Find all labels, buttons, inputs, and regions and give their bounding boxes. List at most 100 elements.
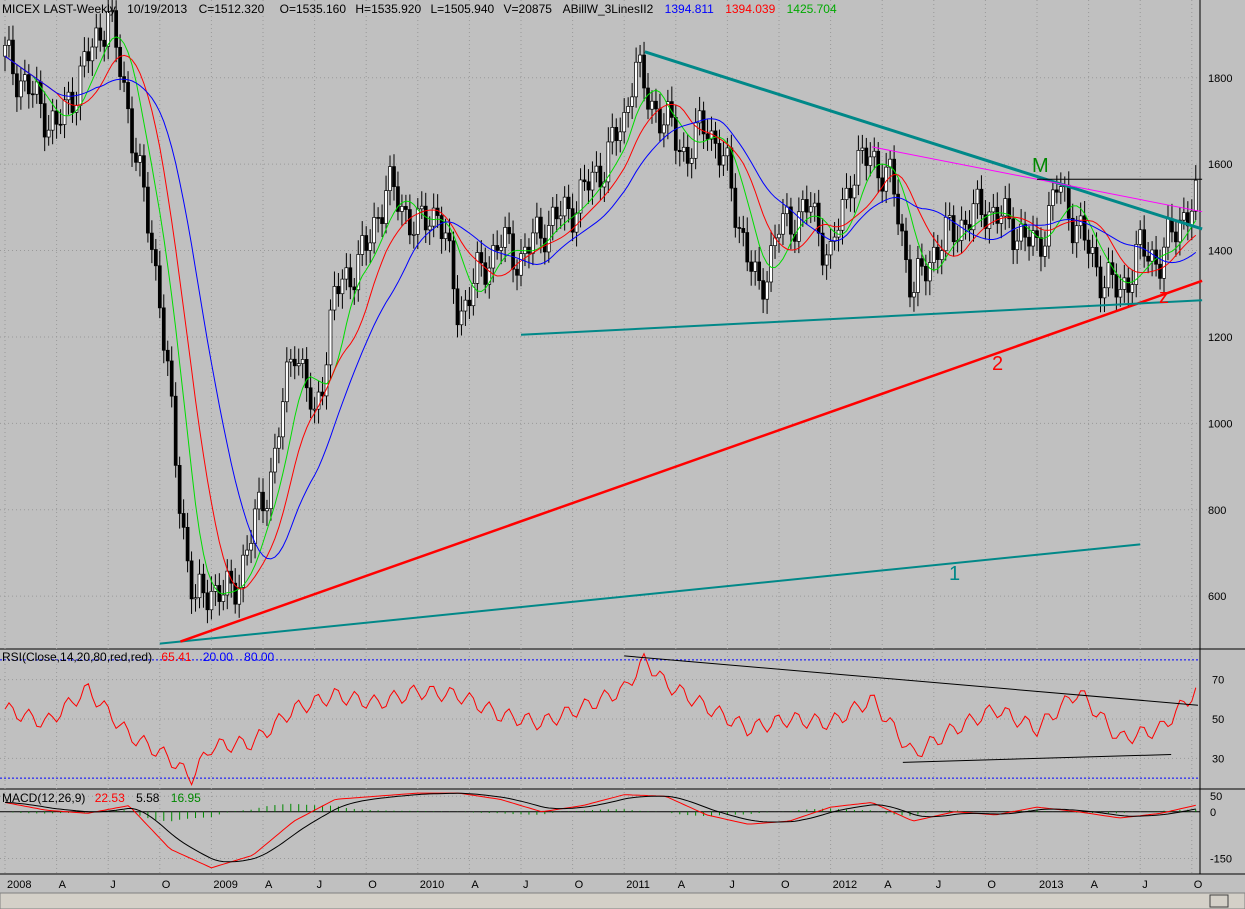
candle [999, 205, 1004, 239]
candle [316, 380, 321, 424]
candle [463, 289, 468, 326]
x-tick-label: J [317, 879, 323, 891]
x-tick-label: 2011 [626, 879, 650, 891]
candle [860, 134, 865, 164]
candle [1146, 242, 1150, 274]
candle [50, 98, 55, 145]
candle [110, 0, 115, 22]
candle [487, 256, 492, 299]
candle [146, 172, 150, 243]
x-tick-label: A [884, 879, 892, 891]
x-tick-label: A [678, 879, 686, 891]
close-value: C=1512.320 [199, 2, 265, 16]
candle [920, 243, 924, 276]
candle [1178, 207, 1182, 256]
candle [451, 231, 456, 304]
macd-label: MACD(12,26,9) [2, 791, 85, 805]
candle [1035, 217, 1039, 251]
candle [197, 559, 202, 609]
candle [1007, 183, 1012, 229]
candle [1070, 203, 1075, 254]
candle [753, 250, 758, 286]
candle [900, 214, 904, 247]
svg-text:MACD(12,26,9) 22.53 5.: MACD(12,26,9) 22.53 5.58 16.95 [2, 791, 201, 805]
candle [935, 234, 940, 274]
candle [1047, 191, 1051, 259]
candle [352, 278, 357, 305]
candle [963, 210, 968, 240]
candle [1174, 221, 1178, 257]
x-tick-label: 2009 [213, 879, 237, 891]
svg-text:MICEX LAST-Weekly 10/19/20: MICEX LAST-Weekly 10/19/2013 C=1512.320 … [2, 2, 837, 16]
candle [1086, 229, 1091, 269]
candle [1031, 215, 1035, 256]
candle [689, 148, 694, 179]
candle [161, 294, 166, 364]
candle [1082, 200, 1087, 251]
candle [642, 41, 646, 102]
candle [550, 197, 555, 241]
candle [471, 268, 476, 316]
candle [277, 427, 281, 464]
date-label: 10/19/2013 [127, 2, 187, 16]
candle [1162, 237, 1166, 294]
ma-fast-line [4, 36, 1197, 595]
candle [475, 241, 480, 299]
candle [924, 254, 928, 296]
candle [626, 97, 631, 128]
candle [54, 99, 59, 139]
candle [11, 25, 15, 86]
candle [812, 193, 817, 222]
candle [927, 250, 932, 296]
x-tick-label: A [265, 879, 273, 891]
candle [677, 139, 682, 167]
candle [404, 194, 408, 224]
candle [98, 13, 103, 52]
grid [0, 0, 1200, 874]
x-tick-label: O [368, 879, 377, 891]
candle [987, 202, 992, 244]
trendline [159, 543, 1141, 645]
candle [630, 83, 634, 119]
candle [983, 200, 988, 240]
candle [610, 113, 615, 155]
annotation-2: 2 [992, 353, 1003, 375]
x-tick-label: A [59, 879, 67, 891]
symbol-label: MICEX LAST-Weekly [2, 2, 116, 16]
candle [82, 37, 87, 78]
candle [94, 13, 99, 60]
candle [1054, 175, 1059, 204]
candle [951, 205, 956, 257]
candle [396, 171, 400, 221]
x-tick-label: 2010 [420, 879, 444, 891]
candle [507, 212, 511, 244]
rsi-high: 80.00 [244, 650, 274, 664]
candle [527, 238, 531, 269]
candle [130, 96, 134, 167]
candle [3, 36, 7, 72]
candle [304, 347, 309, 402]
rsi-trendline [624, 655, 1199, 706]
candle [662, 113, 666, 148]
candle [102, 30, 107, 62]
horizontal-scrollbar[interactable] [0, 892, 1245, 909]
candle [1003, 185, 1008, 230]
candle [237, 574, 242, 618]
candle [328, 299, 333, 380]
candle [777, 224, 781, 253]
low-value: L=1505.940 [430, 2, 494, 16]
macd-value: 22.53 [95, 791, 125, 805]
candle [666, 89, 670, 140]
candle [400, 194, 404, 226]
rsi-tick-label: 50 [1212, 714, 1224, 726]
candle [646, 73, 650, 120]
scroll-thumb[interactable] [1209, 894, 1229, 908]
candle [737, 216, 742, 244]
candle [1058, 172, 1063, 205]
annotation-z: z [1159, 286, 1169, 308]
candle [1051, 180, 1055, 221]
candle [46, 115, 51, 146]
rsi-value: 65.41 [161, 650, 191, 664]
open-value: O=1535.160 [280, 2, 347, 16]
